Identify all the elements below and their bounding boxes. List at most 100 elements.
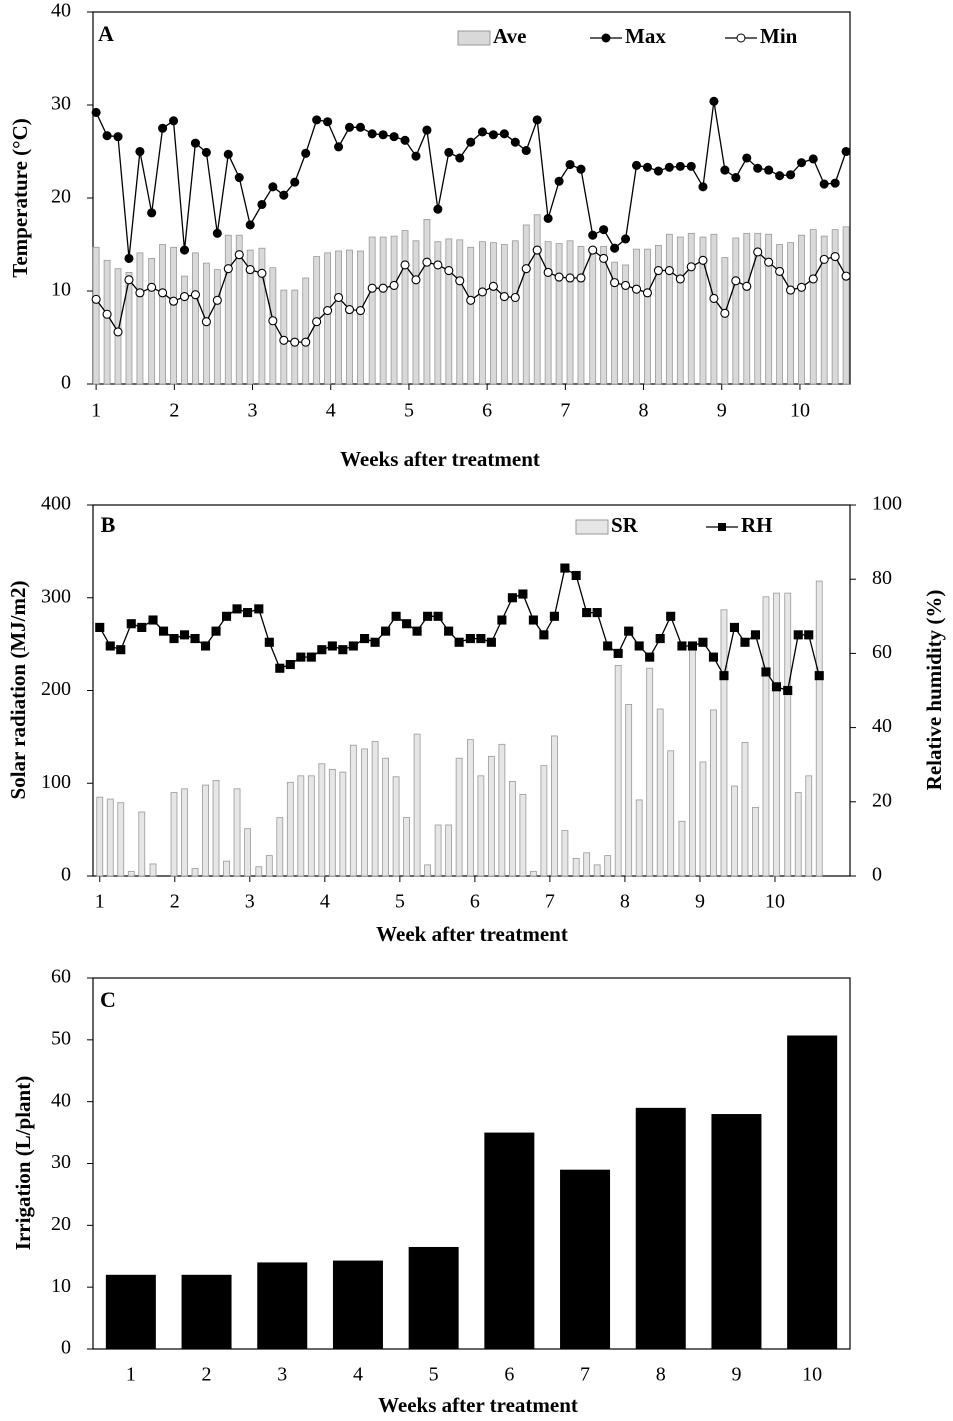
- marker: [344, 305, 355, 315]
- bar: [721, 257, 729, 385]
- y-tick-label: 0: [61, 864, 71, 886]
- y-tick-label: 0: [61, 372, 71, 394]
- marker: [554, 272, 564, 282]
- bar: [676, 236, 684, 385]
- bar: [787, 1035, 838, 1349]
- marker: [634, 641, 644, 651]
- marker: [621, 234, 631, 244]
- marker: [91, 107, 101, 117]
- bar: [318, 763, 326, 877]
- bar: [577, 245, 585, 385]
- bar: [762, 596, 770, 877]
- x-tick-label: 3: [248, 400, 258, 422]
- x-tick-label: 6: [470, 891, 480, 913]
- bar: [787, 242, 794, 385]
- y2-tick-label: 80: [872, 567, 892, 589]
- marker: [95, 622, 105, 632]
- bar: [138, 811, 146, 877]
- marker: [179, 292, 190, 302]
- marker: [599, 253, 609, 264]
- marker: [190, 634, 200, 644]
- x-tick-label: 7: [580, 1364, 590, 1386]
- bar: [805, 775, 813, 877]
- y2-tick-label: 100: [872, 493, 902, 515]
- legend-marker: [601, 33, 611, 43]
- bar: [223, 860, 230, 877]
- marker: [708, 652, 719, 662]
- bar: [489, 242, 497, 385]
- marker: [719, 671, 729, 681]
- bar: [390, 235, 398, 385]
- marker: [168, 296, 179, 306]
- bar: [286, 781, 294, 877]
- marker: [507, 593, 517, 603]
- bar: [255, 866, 263, 877]
- y2-tick-label: 20: [872, 789, 892, 811]
- bar: [191, 868, 199, 877]
- bar: [572, 857, 580, 877]
- marker: [344, 122, 355, 132]
- marker: [599, 225, 609, 235]
- y2-tick-label: 40: [872, 715, 892, 737]
- marker: [761, 667, 771, 677]
- bar: [820, 235, 828, 385]
- marker: [234, 172, 244, 183]
- marker: [814, 671, 824, 681]
- marker: [312, 115, 322, 125]
- marker: [488, 281, 498, 291]
- marker: [543, 267, 553, 277]
- marker: [422, 257, 432, 267]
- y-tick-label: 0: [61, 1337, 71, 1359]
- legend-label: Min: [760, 24, 798, 48]
- marker: [444, 626, 454, 636]
- x-tick-label: 10: [790, 400, 810, 422]
- marker: [477, 127, 487, 137]
- marker: [709, 293, 719, 303]
- marker: [624, 626, 634, 636]
- bar: [357, 250, 364, 385]
- marker: [116, 645, 126, 655]
- marker: [290, 337, 300, 347]
- y-tick-label: 400: [41, 493, 71, 515]
- marker: [477, 287, 487, 297]
- marker: [234, 250, 244, 260]
- bar: [604, 855, 612, 877]
- x-tick-label: 10: [765, 891, 785, 913]
- bar: [349, 744, 357, 877]
- bar: [181, 788, 188, 877]
- x-axis-title: Weeks after treatment: [378, 1393, 578, 1417]
- bar: [403, 817, 411, 877]
- marker: [348, 641, 358, 651]
- marker: [603, 641, 613, 651]
- marker: [455, 276, 465, 286]
- x-tick-label: 5: [404, 400, 414, 422]
- marker: [518, 589, 528, 599]
- y-tick-label: 20: [51, 1213, 71, 1235]
- bar: [743, 232, 751, 385]
- bar: [382, 757, 389, 877]
- marker: [560, 563, 570, 573]
- x-tick-label: 2: [169, 400, 179, 422]
- y-tick-label: 30: [51, 93, 71, 115]
- bar: [622, 264, 629, 385]
- y-tick-label: 40: [51, 0, 71, 22]
- bar: [213, 269, 221, 385]
- bar: [500, 244, 508, 385]
- marker: [290, 177, 300, 187]
- bar: [125, 271, 133, 385]
- marker: [412, 626, 422, 636]
- legend-swatch: [575, 519, 609, 535]
- bar: [765, 233, 773, 385]
- marker: [148, 615, 158, 625]
- x-tick-label: 1: [91, 400, 101, 422]
- marker: [221, 611, 232, 621]
- marker: [521, 146, 531, 156]
- x-tick-label: 1: [126, 1364, 136, 1386]
- bar: [773, 592, 780, 877]
- legend-swatch: [457, 30, 491, 46]
- marker: [631, 160, 642, 170]
- marker: [775, 266, 785, 277]
- marker: [588, 245, 598, 255]
- x-axis-title: Weeks after treatment: [340, 447, 540, 471]
- marker: [488, 130, 498, 140]
